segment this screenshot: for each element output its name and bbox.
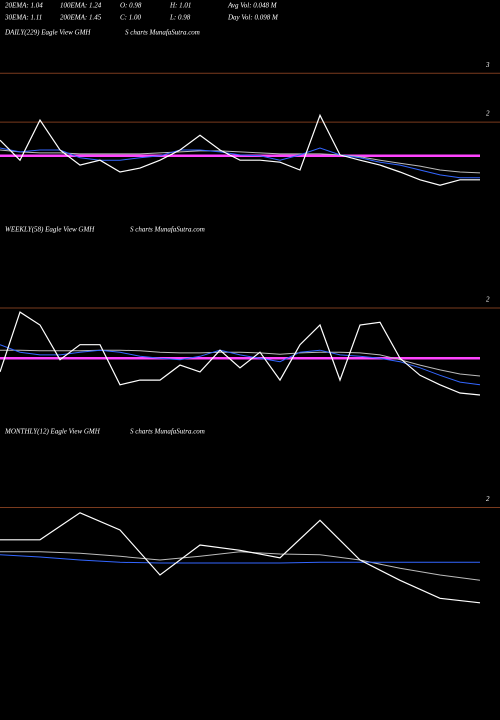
watermark: S charts MunafaSutra.com [130, 428, 205, 436]
header-stat: 20EMA: 1.04 [5, 2, 43, 10]
series-line [0, 149, 481, 174]
header-stat: Day Vol: 0.098 M [227, 14, 279, 22]
header-stat: C: 1.00 [120, 14, 142, 22]
y-tick-label: 2 [486, 296, 490, 304]
header-stat: 200EMA: 1.45 [60, 14, 102, 22]
header-stat: L: 0.98 [169, 14, 191, 22]
header-stat: 100EMA: 1.24 [60, 2, 102, 10]
series-line [0, 349, 481, 377]
y-tick-label: 2 [486, 495, 490, 503]
series-line [0, 311, 481, 396]
series-line [0, 512, 481, 604]
series-line [0, 554, 480, 564]
header-stat: O: 0.98 [120, 2, 142, 10]
series-line [0, 551, 481, 581]
panel-label: DAILY(229) Eagle View GMH [4, 29, 91, 37]
panel-label: WEEKLY(58) Eagle View GMH [5, 226, 95, 234]
watermark: S charts MunafaSutra.com [130, 226, 205, 234]
y-tick-label: 2 [486, 110, 490, 118]
series-line [0, 147, 480, 179]
watermark: S charts MunafaSutra.com [125, 29, 200, 37]
header-stat: Avg Vol: 0.048 M [227, 2, 278, 10]
header-stat: H: 1.01 [169, 2, 191, 10]
series-line [0, 113, 480, 186]
header-stat: 30EMA: 1.11 [4, 14, 42, 22]
panel-label: MONTHLY(12) Eagle View GMH [4, 428, 101, 436]
y-tick-label: 3 [485, 61, 490, 69]
series-line [0, 344, 481, 386]
